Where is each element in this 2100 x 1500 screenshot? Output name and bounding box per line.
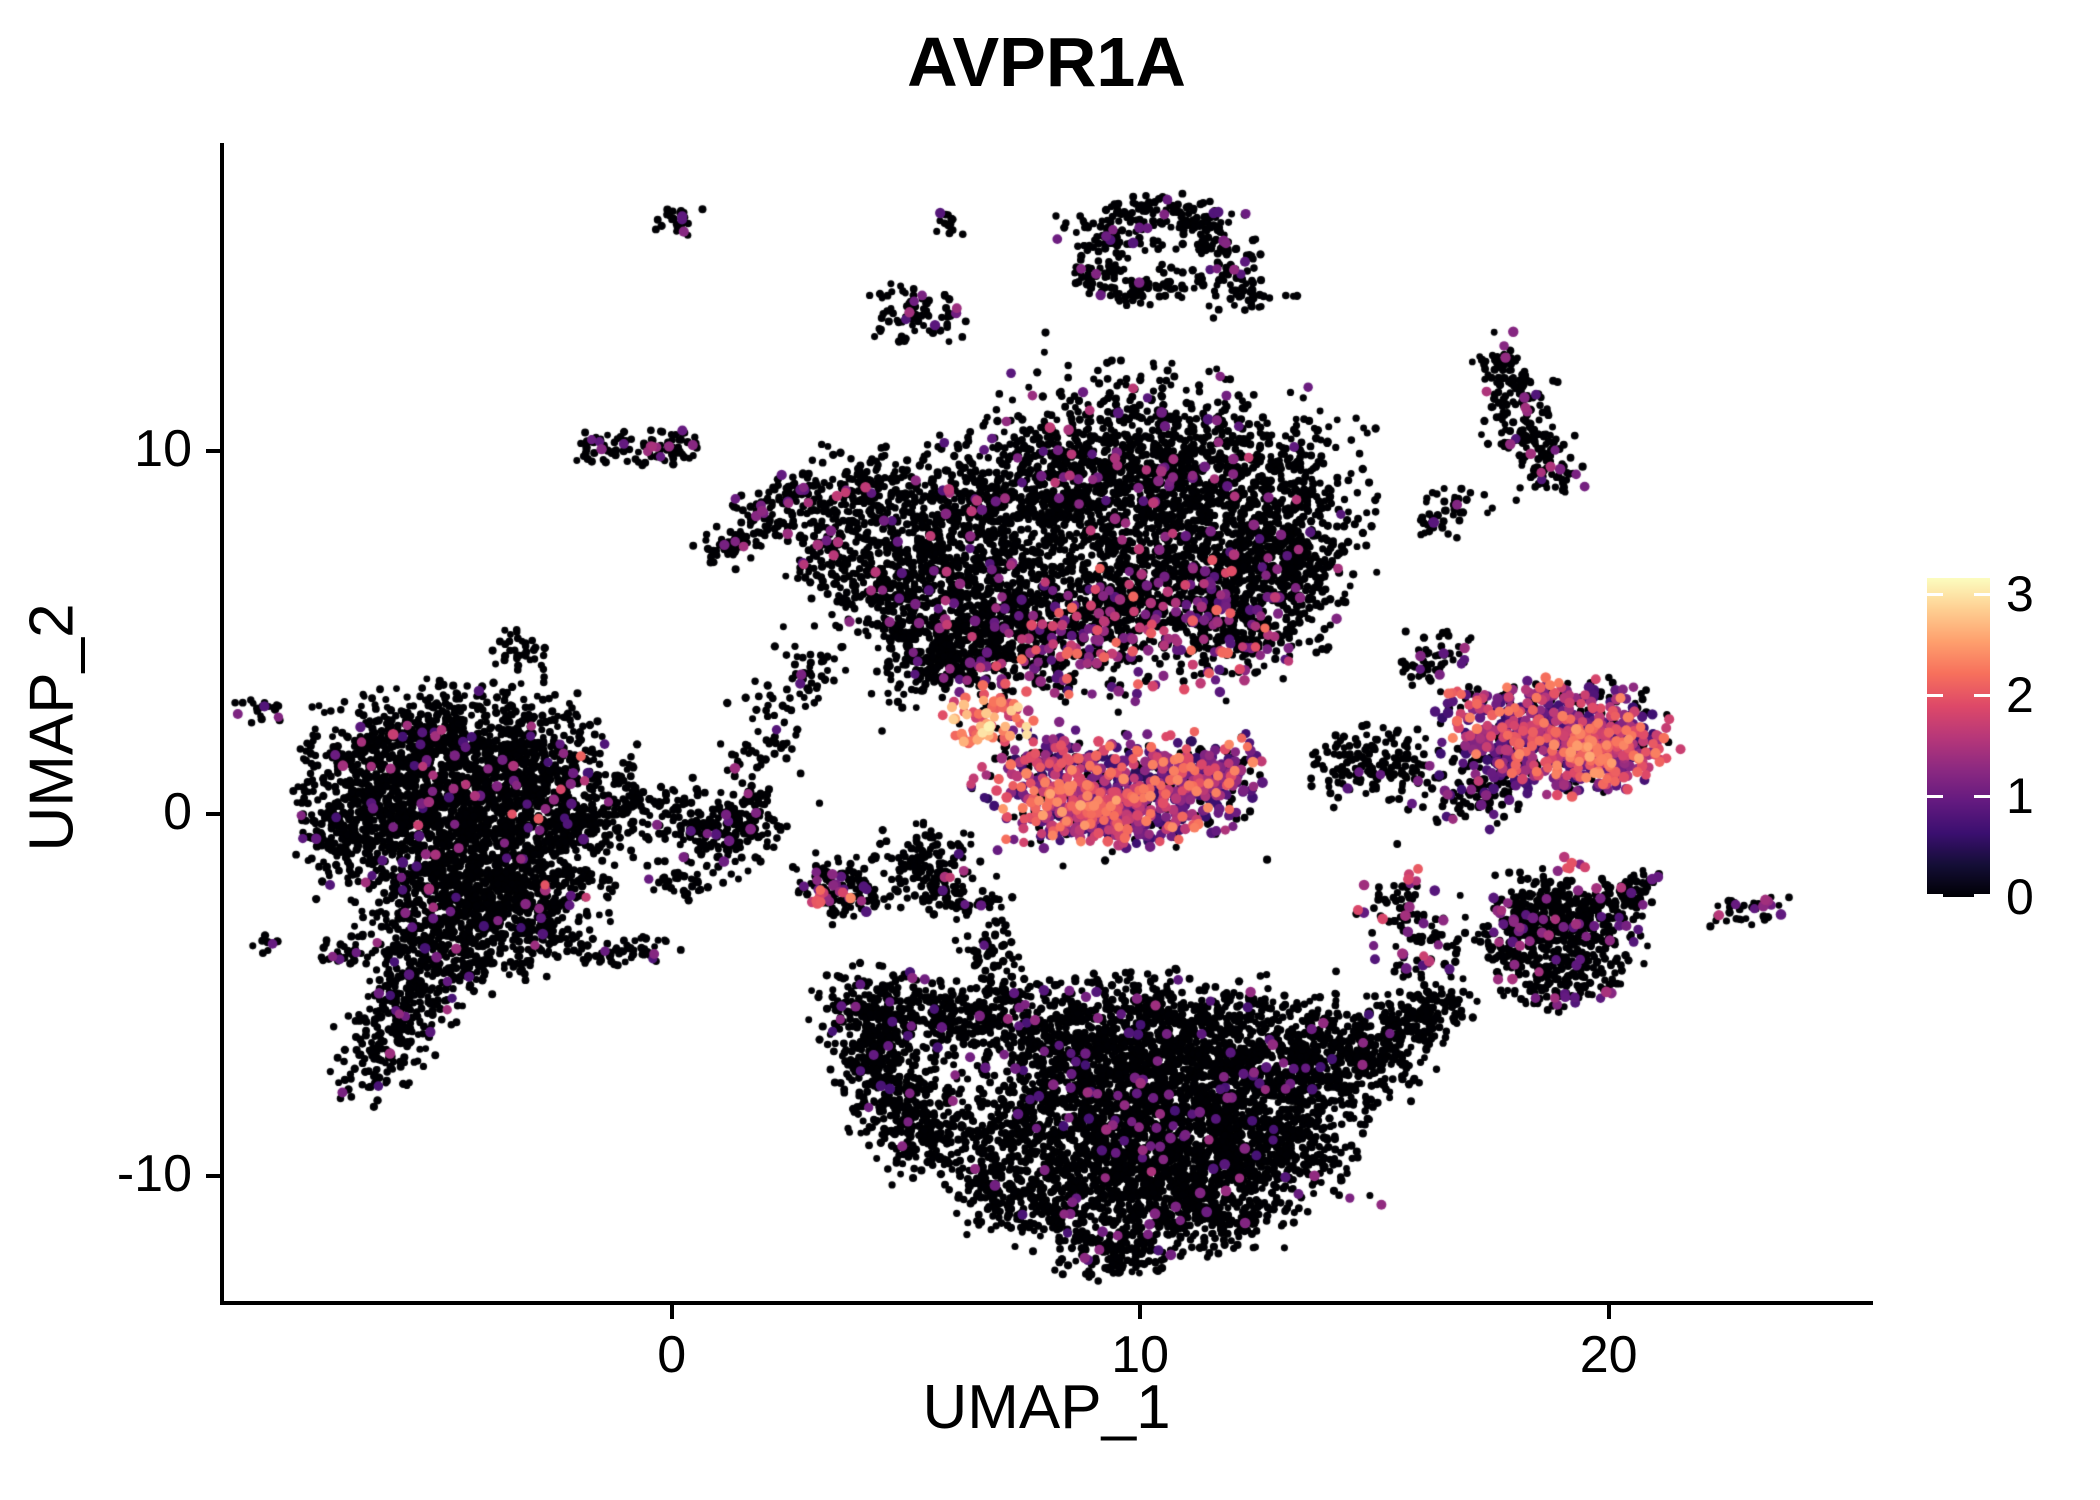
colorbar-tick-mark (1927, 794, 1943, 798)
y-tick-mark (206, 449, 220, 454)
x-tick-mark (1606, 1305, 1611, 1319)
y-tick-label: 10 (134, 420, 192, 479)
x-tick-mark (1138, 1305, 1143, 1319)
colorbar-tick-label: 0 (2006, 869, 2034, 925)
x-axis-title: UMAP_1 (922, 1373, 1171, 1442)
colorbar-tick-mark (1974, 693, 1990, 697)
colorbar-tick-mark (1974, 794, 1990, 798)
y-tick-label: 0 (163, 782, 192, 841)
colorbar-tick-label: 3 (2006, 566, 2034, 623)
colorbar-tick-mark (1927, 693, 1943, 697)
expression-colorbar (1927, 578, 1990, 897)
x-tick-label: 10 (1111, 1326, 1170, 1384)
colorbar-tick-mark (1927, 894, 1943, 897)
colorbar-tick-mark (1927, 592, 1943, 596)
x-tick-mark (669, 1305, 674, 1319)
y-axis-line (220, 143, 224, 1305)
x-axis-line (220, 1301, 1873, 1305)
colorbar-tick-label: 2 (2006, 667, 2034, 724)
plot-title: AVPR1A (907, 23, 1186, 101)
y-tick-mark (206, 811, 220, 816)
colorbar-tick-mark (1974, 894, 1990, 897)
x-tick-label: 20 (1579, 1326, 1638, 1384)
y-tick-mark (206, 1174, 220, 1179)
x-tick-label: 0 (657, 1326, 687, 1384)
colorbar-tick-mark (1974, 592, 1990, 596)
y-tick-label: -10 (116, 1145, 192, 1204)
y-axis-title: UMAP_2 (17, 603, 87, 852)
colorbar-tick-label: 1 (2006, 768, 2034, 825)
